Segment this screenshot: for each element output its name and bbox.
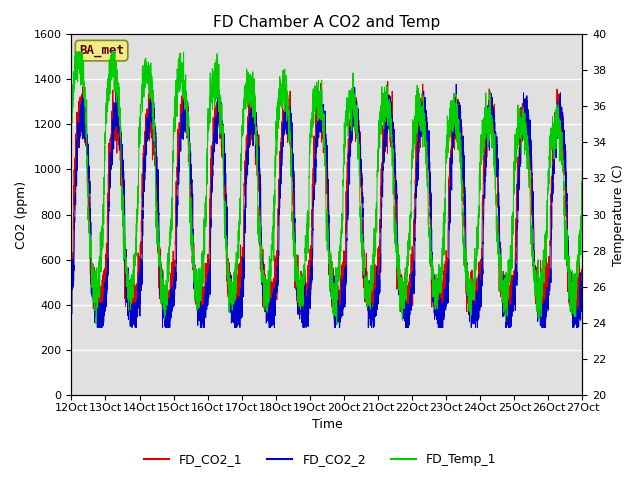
Y-axis label: CO2 (ppm): CO2 (ppm) [15,180,28,249]
Legend: FD_CO2_1, FD_CO2_2, FD_Temp_1: FD_CO2_1, FD_CO2_2, FD_Temp_1 [139,448,501,471]
Y-axis label: Temperature (C): Temperature (C) [612,164,625,265]
X-axis label: Time: Time [312,419,342,432]
Title: FD Chamber A CO2 and Temp: FD Chamber A CO2 and Temp [213,15,440,30]
Text: BA_met: BA_met [79,44,124,57]
